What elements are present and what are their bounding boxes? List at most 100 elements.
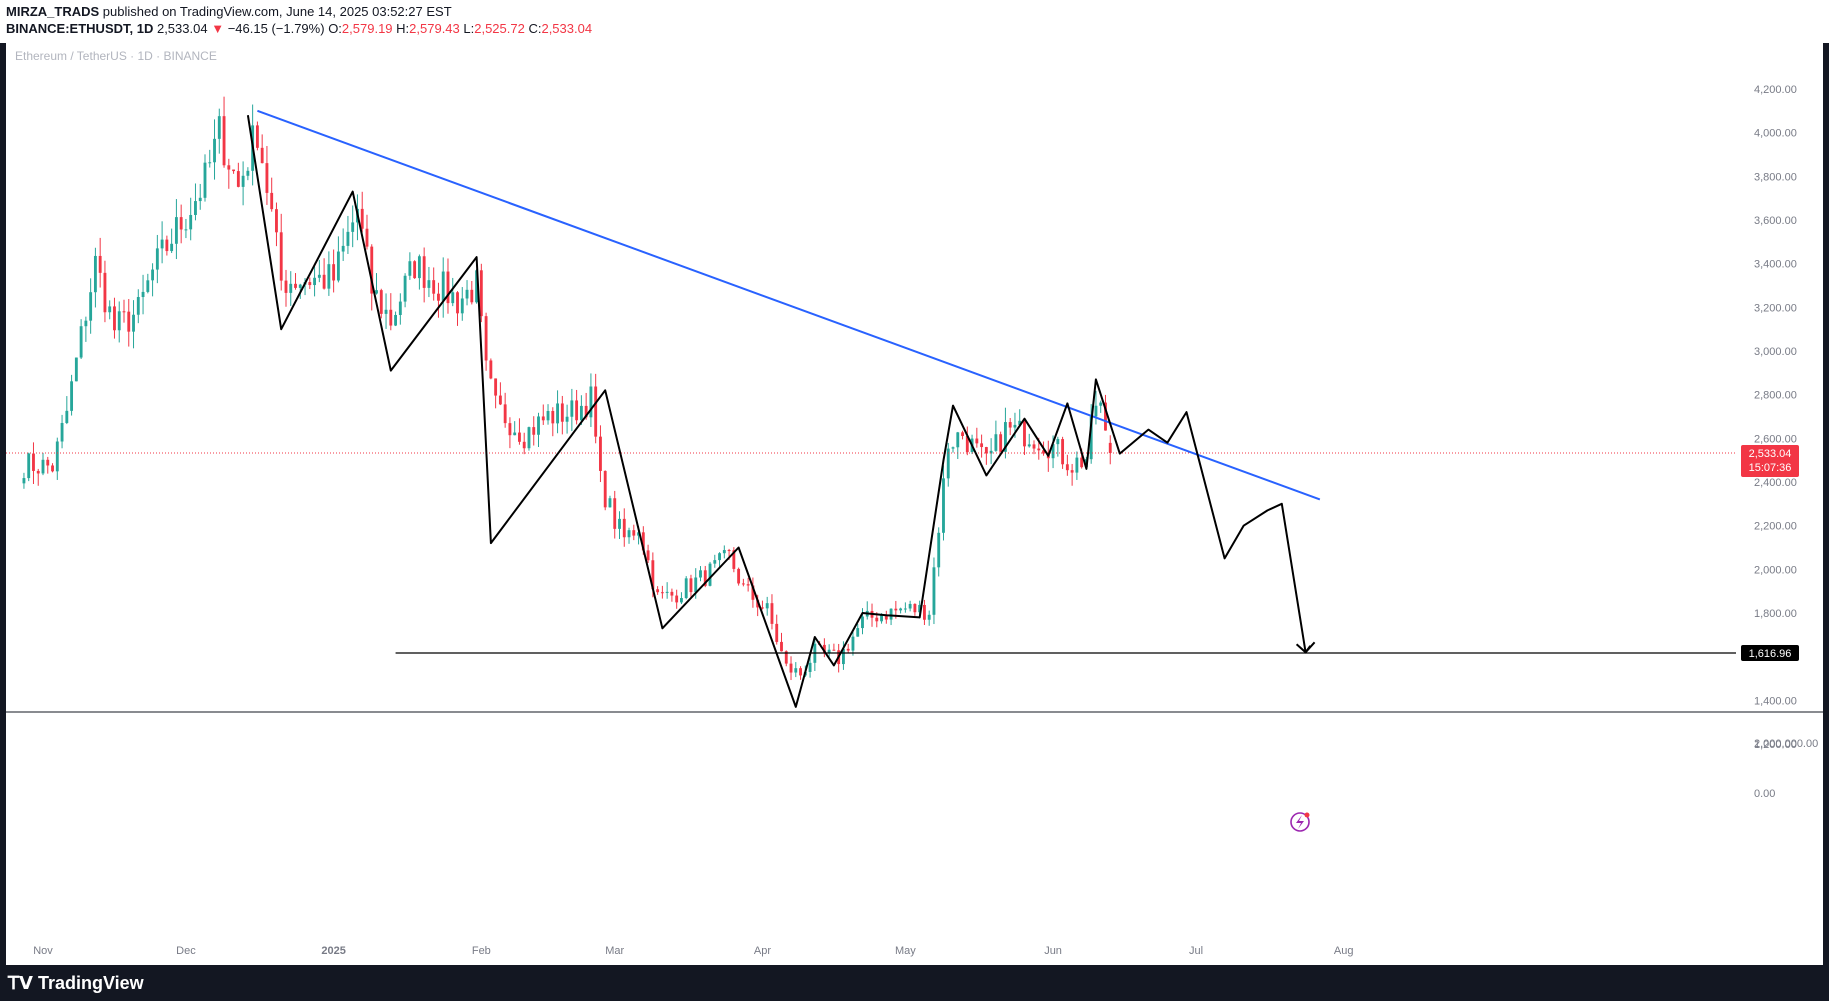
candle	[741, 578, 745, 587]
support-price-label: 1,616.96	[1741, 644, 1799, 661]
candle	[241, 161, 245, 206]
tradingview-logo-icon: ꓔ𝗩	[8, 973, 33, 993]
candle	[556, 390, 559, 434]
candle	[961, 430, 964, 440]
candle	[589, 373, 593, 428]
lightning-icon[interactable]	[1290, 812, 1310, 832]
candle	[451, 277, 455, 307]
candle	[184, 218, 188, 239]
candle	[427, 266, 431, 298]
y-tick-label: 3,400.00	[1754, 259, 1797, 271]
candle	[927, 610, 931, 626]
candle	[98, 237, 102, 288]
candle	[1099, 400, 1103, 413]
candle	[437, 282, 440, 318]
low-label: L:	[463, 21, 475, 36]
candle	[680, 592, 683, 605]
candle	[113, 297, 116, 339]
candle	[127, 299, 131, 347]
candle	[165, 235, 169, 256]
candle	[1070, 463, 1074, 486]
y-tick-label: 3,200.00	[1754, 302, 1797, 314]
candle	[613, 490, 617, 539]
candle	[260, 134, 264, 164]
publish-date: published on TradingView.com, June 14, 2…	[102, 4, 452, 19]
candle	[398, 293, 402, 325]
candle	[937, 527, 941, 577]
candle	[618, 511, 621, 540]
candle	[799, 666, 802, 680]
candle	[441, 257, 445, 318]
candle	[74, 357, 78, 382]
candle	[780, 632, 783, 652]
candle	[70, 374, 74, 416]
candle	[737, 567, 741, 586]
candle	[117, 301, 121, 343]
candle	[994, 420, 998, 452]
open-value: 2,579.19	[341, 21, 393, 36]
last-price: 2,533.04	[156, 21, 208, 36]
trendline[interactable]	[257, 109, 1321, 501]
chart-header: MIRZA_TRADS published on TradingView.com…	[0, 0, 1829, 43]
candle	[341, 228, 345, 261]
author-name[interactable]: MIRZA_TRADS	[6, 4, 100, 19]
candle	[1027, 433, 1031, 448]
candle	[884, 610, 888, 624]
x-tick-label: Nov	[33, 945, 53, 957]
candle	[518, 418, 521, 445]
candle	[942, 465, 945, 541]
tradingview-logo[interactable]: ꓔ𝗩 TradingView	[8, 973, 144, 994]
high-value: 2,579.43	[409, 21, 460, 36]
candle	[384, 293, 388, 329]
volume-tick-label: 2,000,000.00	[1754, 738, 1818, 750]
candle	[498, 382, 502, 406]
candle	[913, 603, 917, 616]
candle	[32, 442, 35, 484]
candle	[255, 121, 259, 151]
candle	[456, 291, 459, 326]
candle	[603, 470, 607, 511]
y-tick-label: 2,600.00	[1754, 433, 1797, 445]
candle	[236, 162, 240, 188]
price-chart[interactable]: 4,200.00 4,000.00 3,800.00 3,600.00 3,400.00…	[6, 43, 1823, 965]
close-label: C:	[528, 21, 542, 36]
candle	[46, 456, 50, 474]
down-arrow-icon: ▼	[211, 21, 225, 36]
candle	[36, 468, 40, 486]
candle	[279, 213, 283, 291]
candle	[789, 656, 793, 681]
chart-area[interactable]: 4,200.00 4,000.00 3,800.00 3,600.00 3,400.00…	[6, 43, 1823, 965]
candle	[308, 277, 312, 290]
candle	[684, 576, 688, 600]
candle	[322, 258, 326, 290]
candle	[541, 404, 545, 425]
candle	[136, 289, 140, 324]
candle	[984, 446, 988, 465]
candle	[951, 446, 955, 453]
candle	[1023, 419, 1026, 455]
candle	[565, 404, 569, 434]
candle	[575, 389, 579, 425]
candle	[1003, 407, 1007, 459]
candle	[532, 416, 536, 446]
candle	[870, 603, 874, 627]
candle	[1065, 454, 1069, 476]
candle	[1056, 436, 1060, 457]
x-tick-label: Apr	[754, 945, 771, 957]
candle	[551, 407, 555, 437]
candle	[208, 149, 212, 168]
x-tick-label: May	[895, 945, 916, 957]
candle	[379, 288, 383, 319]
candle	[22, 472, 26, 489]
candle	[722, 545, 726, 559]
candle	[1089, 404, 1093, 464]
wave-path[interactable]	[246, 115, 1312, 708]
candle	[665, 582, 669, 599]
candle	[27, 452, 31, 482]
candle	[1104, 394, 1107, 431]
candle	[713, 554, 717, 568]
candle	[832, 643, 836, 651]
candle	[179, 204, 183, 244]
candle	[189, 197, 193, 241]
candle	[289, 271, 293, 306]
